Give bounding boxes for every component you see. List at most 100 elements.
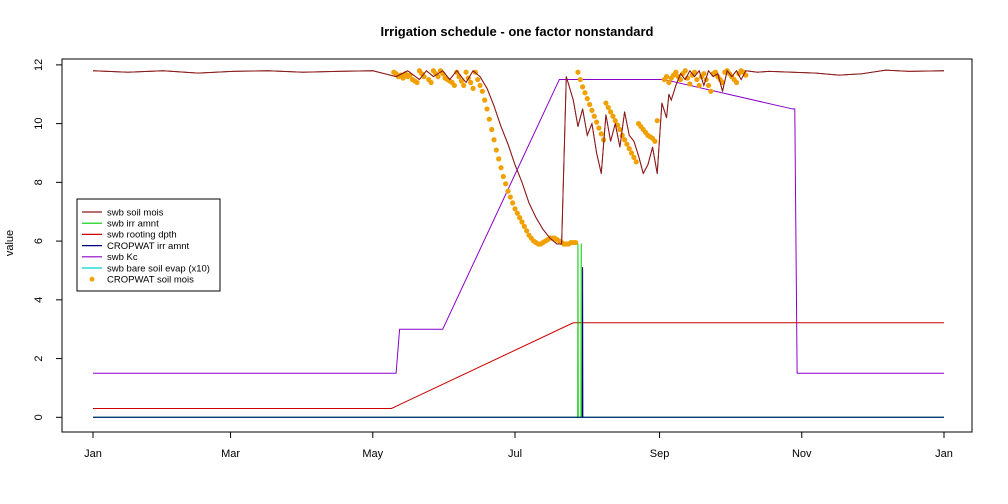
data-point: [524, 228, 530, 234]
data-point: [507, 194, 513, 200]
y-tick-label: 10: [33, 117, 45, 129]
data-point: [596, 125, 602, 131]
data-point: [631, 154, 637, 160]
legend-label: swb irr amnt: [107, 219, 159, 230]
y-tick-label: 4: [33, 297, 45, 303]
x-tick-label: Jul: [508, 448, 522, 460]
series-line-cropwat-irr-amnt: [93, 267, 944, 418]
data-point: [468, 79, 474, 86]
data-point: [493, 147, 499, 153]
data-point: [603, 100, 609, 106]
data-point: [514, 210, 520, 216]
legend-item: CROPWAT soil mois: [89, 275, 194, 286]
data-point: [580, 84, 586, 90]
data-point: [575, 69, 581, 75]
series-cropwat-soil-mois: [391, 68, 749, 247]
data-point: [708, 88, 714, 94]
data-point: [477, 82, 483, 89]
data-point: [458, 78, 464, 84]
data-point: [619, 132, 625, 138]
data-point: [489, 126, 495, 133]
data-point: [705, 82, 712, 89]
data-point: [691, 69, 698, 75]
data-point: [617, 126, 623, 133]
data-point: [454, 69, 460, 75]
data-point: [500, 173, 506, 180]
legend-item: swb bare soil evap (x10): [82, 263, 210, 274]
data-point: [663, 74, 670, 80]
data-point: [486, 116, 492, 122]
legend-item: CROPWAT irr amnt: [82, 241, 190, 252]
y-tick-label: 2: [33, 356, 45, 362]
legend-item: swb irr amnt: [82, 219, 159, 230]
data-point: [451, 82, 457, 89]
legend-label: CROPWAT irr amnt: [107, 241, 190, 252]
data-point: [733, 79, 740, 86]
data-point: [517, 215, 523, 221]
data-point: [589, 107, 595, 113]
data-point: [626, 145, 632, 152]
data-point: [624, 141, 630, 147]
plot-frame: [61, 58, 973, 433]
data-point: [628, 150, 635, 156]
data-point: [498, 165, 504, 171]
data-point: [482, 97, 488, 103]
x-tick-label: Nov: [792, 448, 812, 460]
data-point: [584, 96, 590, 102]
data-point: [694, 76, 700, 83]
data-point: [400, 75, 406, 81]
data-point: [687, 81, 693, 87]
data-point: [594, 119, 600, 125]
series-line-swb-soil-mois-overlay: [92, 69, 945, 245]
legend-label: swb bare soil evap (x10): [107, 263, 210, 274]
series-line-swb-rooting-dpth: [93, 322, 944, 409]
chart-title: Irrigation schedule - one factor nonstan…: [380, 24, 653, 39]
y-tick-label: 0: [33, 414, 45, 420]
y-tick-label: 6: [33, 238, 45, 244]
y-tick-label: 8: [33, 179, 45, 185]
legend-label: swb rooting dpth: [107, 230, 177, 241]
data-point: [521, 223, 527, 230]
data-point: [598, 131, 604, 137]
data-point: [682, 68, 688, 74]
data-point: [470, 85, 476, 91]
data-point: [701, 71, 707, 77]
data-point: [652, 138, 658, 144]
legend-label: swb Kc: [107, 252, 138, 263]
data-point: [654, 118, 660, 124]
legend-item: swb soil mois: [82, 207, 164, 218]
legend-item: swb Kc: [82, 252, 138, 263]
data-point: [512, 206, 518, 212]
data-point: [605, 104, 611, 111]
data-point: [475, 76, 481, 83]
legend-swatch: [89, 276, 95, 282]
data-point: [666, 79, 672, 86]
series-line-swb-kc: [93, 79, 944, 374]
data-point: [414, 79, 420, 86]
x-tick-label: Jan: [935, 448, 953, 460]
x-tick-label: Jan: [84, 448, 102, 460]
legend-label: swb soil mois: [107, 207, 164, 218]
data-point: [510, 200, 516, 206]
axes: Jan Mar May Jul Sep Nov Jan 0 2 4 6 8 10 12: [33, 59, 953, 460]
data-point: [505, 188, 511, 194]
data-point: [435, 74, 441, 80]
data-point: [582, 90, 588, 96]
series-line-swb-irr-amnt: [93, 243, 944, 418]
legend-label: CROPWAT soil mois: [107, 275, 194, 286]
data-point: [610, 113, 616, 119]
x-tick-label: May: [362, 448, 383, 460]
legend-item: swb rooting dpth: [82, 230, 177, 241]
data-point: [612, 118, 618, 124]
x-tick-label: Sep: [650, 448, 670, 460]
data-point: [673, 69, 679, 75]
data-point: [621, 137, 628, 143]
data-point: [573, 239, 579, 246]
data-point: [484, 106, 490, 112]
data-point: [479, 88, 485, 94]
data-point: [519, 219, 525, 225]
data-point: [633, 159, 639, 165]
series-group: [92, 68, 945, 418]
